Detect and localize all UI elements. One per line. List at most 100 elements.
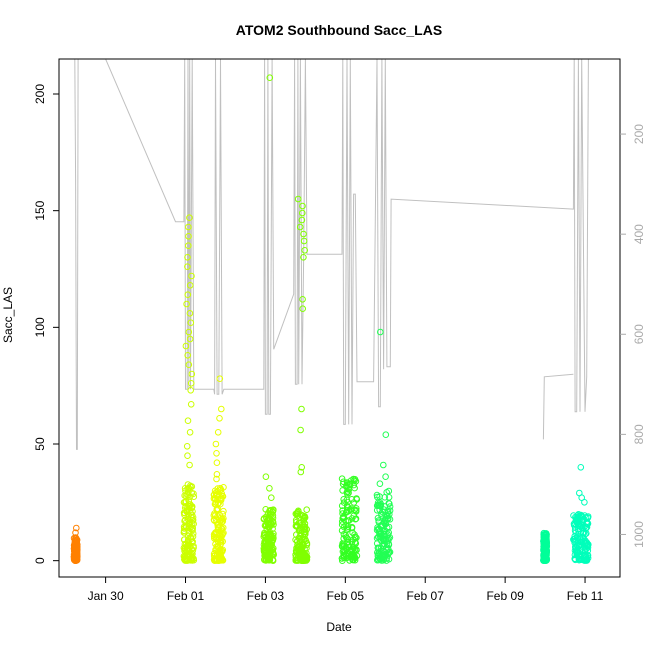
data-point bbox=[300, 253, 307, 261]
data-point bbox=[269, 507, 277, 514]
x-axis-label: Date bbox=[326, 620, 352, 634]
data-point bbox=[384, 531, 392, 538]
data-point bbox=[386, 507, 394, 514]
data-point bbox=[210, 516, 218, 524]
data-point bbox=[542, 542, 549, 549]
data-point bbox=[219, 510, 226, 518]
data-point bbox=[293, 549, 300, 556]
data-point bbox=[182, 498, 190, 506]
data-point bbox=[218, 536, 225, 544]
data-point bbox=[184, 551, 191, 559]
data-point bbox=[375, 526, 382, 533]
x-axis: Jan 30 Feb 01 Feb 03 Feb 05 Feb 07 Feb 09 Feb … bbox=[88, 577, 604, 603]
right-y-tick-label: 800 bbox=[632, 424, 646, 444]
data-point bbox=[185, 361, 193, 369]
y-tick-label: 200 bbox=[33, 84, 47, 104]
data-point bbox=[299, 209, 306, 217]
data-point bbox=[298, 216, 306, 224]
data-point bbox=[343, 496, 351, 504]
data-point bbox=[297, 524, 305, 531]
x-tick-label: Feb 05 bbox=[327, 589, 365, 603]
data-point bbox=[298, 464, 306, 471]
data-point bbox=[346, 481, 354, 489]
data-point bbox=[380, 461, 387, 469]
data-point bbox=[577, 464, 585, 471]
data-point bbox=[212, 546, 219, 554]
data-point bbox=[266, 508, 273, 515]
depth-layer bbox=[74, 58, 589, 450]
data-point bbox=[186, 214, 193, 221]
data-point bbox=[187, 319, 195, 327]
right-y-tick-label: 400 bbox=[632, 224, 646, 244]
x-tick-label: Jan 30 bbox=[88, 589, 124, 603]
data-point bbox=[190, 493, 198, 501]
data-point bbox=[213, 471, 221, 478]
data-point bbox=[264, 555, 272, 563]
data-point bbox=[186, 310, 194, 317]
data-point bbox=[295, 543, 302, 551]
data-point bbox=[338, 527, 346, 534]
plot-frame bbox=[58, 58, 621, 578]
data-point bbox=[376, 480, 384, 488]
y-tick-label: 150 bbox=[33, 200, 47, 220]
data-point bbox=[292, 516, 300, 524]
data-point bbox=[213, 475, 220, 483]
x-tick-label: Feb 09 bbox=[486, 589, 524, 603]
data-point bbox=[293, 518, 300, 526]
data-point bbox=[350, 512, 358, 520]
data-point bbox=[185, 223, 192, 231]
data-point bbox=[583, 518, 591, 526]
data-point bbox=[188, 520, 196, 527]
data-point bbox=[216, 375, 224, 383]
data-point bbox=[182, 342, 190, 350]
data-point bbox=[72, 529, 79, 537]
data-point bbox=[180, 536, 188, 544]
right-y-tick-label: 600 bbox=[632, 324, 646, 344]
data-point bbox=[265, 523, 273, 531]
data-point bbox=[270, 530, 277, 538]
data-point bbox=[268, 494, 275, 502]
data-point bbox=[338, 555, 346, 562]
data-point bbox=[543, 556, 551, 564]
data-point bbox=[382, 431, 390, 439]
data-point bbox=[580, 556, 588, 564]
data-point bbox=[374, 499, 382, 507]
data-point bbox=[575, 556, 583, 564]
data-point bbox=[380, 506, 388, 513]
data-point bbox=[301, 513, 308, 521]
depth-line-extra-0 bbox=[542, 373, 574, 440]
data-point bbox=[584, 514, 592, 522]
data-point bbox=[187, 380, 195, 387]
data-point bbox=[218, 525, 226, 532]
data-point bbox=[344, 525, 352, 532]
data-point bbox=[184, 253, 191, 261]
data-point bbox=[378, 512, 385, 519]
data-point bbox=[342, 522, 350, 529]
data-point bbox=[381, 494, 389, 501]
x-tick-label: Feb 03 bbox=[247, 589, 285, 603]
data-point bbox=[184, 263, 191, 271]
data-point bbox=[187, 401, 195, 408]
data-point bbox=[344, 485, 352, 492]
data-point bbox=[185, 485, 193, 492]
data-point bbox=[262, 473, 270, 481]
data-point bbox=[572, 520, 579, 528]
data-point bbox=[190, 544, 197, 552]
data-point bbox=[185, 233, 192, 240]
data-point bbox=[266, 74, 274, 81]
data-point bbox=[384, 509, 392, 516]
data-point bbox=[378, 537, 385, 545]
data-point bbox=[213, 459, 221, 467]
data-point bbox=[293, 510, 301, 517]
data-point bbox=[303, 506, 311, 514]
data-point bbox=[186, 461, 193, 469]
data-point bbox=[385, 499, 393, 507]
chart-title: ATOM2 Southbound Sacc_LAS bbox=[236, 22, 442, 38]
data-point bbox=[540, 541, 548, 548]
data-point bbox=[298, 530, 305, 538]
data-point bbox=[216, 415, 223, 422]
data-point bbox=[180, 527, 188, 535]
data-point bbox=[187, 387, 194, 394]
data-point bbox=[210, 552, 218, 560]
